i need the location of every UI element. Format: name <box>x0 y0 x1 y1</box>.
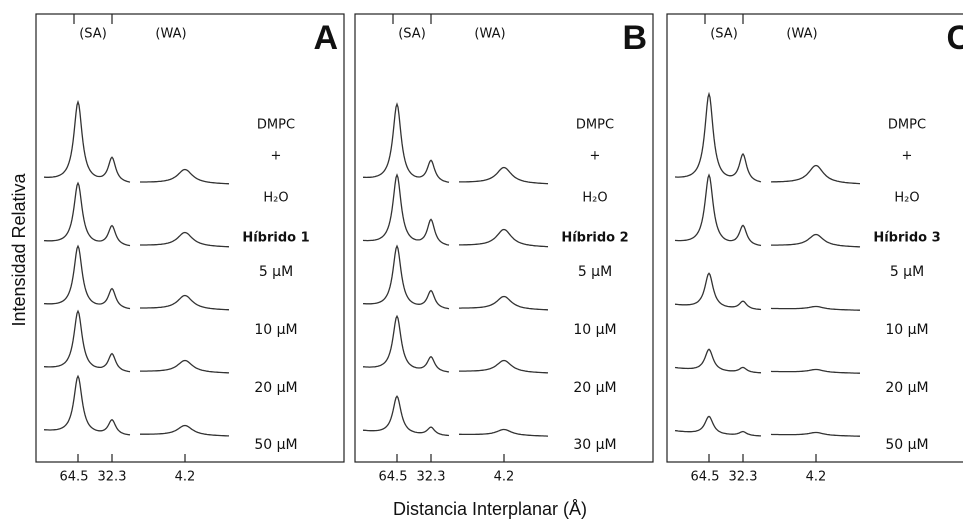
diffraction-curve <box>362 244 450 310</box>
bottom-tick-label: 32.3 <box>417 470 446 485</box>
concentration-label: 10 μM <box>573 322 616 338</box>
concentration-label: 20 μM <box>885 380 928 396</box>
y-axis-label: Intensidad Relativa <box>9 172 29 326</box>
hybrid-label: Híbrido 2 <box>561 231 628 246</box>
panel-letter: C <box>946 19 963 57</box>
concentration-label: 5 μM <box>890 264 924 280</box>
diffraction-curve <box>140 359 230 374</box>
bottom-tick-label: 64.5 <box>379 470 408 485</box>
panel-frame <box>35 13 345 463</box>
bottom-tick-label: 4.2 <box>175 470 196 485</box>
diffraction-curve <box>362 395 450 437</box>
panel-letter: A <box>313 19 338 57</box>
hybrid-label: Híbrido 3 <box>873 231 940 246</box>
bottom-tick-label: 32.3 <box>729 470 758 485</box>
concentration-label: 50 μM <box>885 437 928 453</box>
diffraction-curve <box>771 164 860 185</box>
diffraction-curve <box>459 228 549 248</box>
sample-label: H₂O <box>263 191 288 206</box>
concentration-label: 5 μM <box>578 264 612 280</box>
sample-label: DMPC <box>888 118 926 133</box>
concentration-label: 5 μM <box>259 264 293 280</box>
diffraction-curve <box>674 348 762 374</box>
panel-letter: B <box>622 19 647 57</box>
top-label: (WA) <box>474 27 505 42</box>
diffraction-curve <box>43 244 131 310</box>
diffraction-curve <box>770 305 860 311</box>
diffraction-curve <box>43 374 131 436</box>
panel-frame <box>666 13 963 463</box>
concentration-label: 20 μM <box>573 380 616 396</box>
concentration-label: 30 μM <box>573 437 616 453</box>
bottom-tick-label: 4.2 <box>494 470 515 485</box>
diffraction-curve <box>459 359 549 374</box>
diffraction-curve <box>459 295 548 311</box>
diffraction-curve <box>362 173 450 246</box>
x-axis-label: Distancia Interplanar (Å) <box>393 499 587 519</box>
diffraction-curve <box>140 168 230 185</box>
diffraction-curve <box>43 181 131 247</box>
concentration-label: 20 μM <box>254 380 297 396</box>
diffraction-curve <box>44 99 131 183</box>
diffraction-curve <box>770 431 860 437</box>
diffraction-curve <box>459 166 549 185</box>
diffraction-curve <box>44 309 131 373</box>
sample-label: DMPC <box>257 118 295 133</box>
sample-label: H₂O <box>894 191 919 206</box>
top-label: (WA) <box>155 27 186 42</box>
diffraction-curve <box>140 231 230 248</box>
concentration-label: 50 μM <box>254 437 297 453</box>
diffraction-curve <box>770 368 860 374</box>
diffraction-curve <box>363 314 450 373</box>
diffraction-curve <box>771 233 861 248</box>
top-label: (SA) <box>398 27 426 42</box>
diffraction-curve <box>459 428 548 437</box>
top-label: (SA) <box>79 27 107 42</box>
sample-label: H₂O <box>582 191 607 206</box>
diffraction-curve <box>675 91 762 183</box>
hybrid-label: Híbrido 1 <box>242 231 309 246</box>
top-label: (WA) <box>786 27 817 42</box>
concentration-label: 10 μM <box>254 322 297 338</box>
concentration-label: 10 μM <box>885 322 928 338</box>
diffraction-curve <box>363 102 450 183</box>
sample-label: + <box>590 149 601 164</box>
top-label: (SA) <box>710 27 738 42</box>
bottom-tick-label: 64.5 <box>691 470 720 485</box>
diffraction-curve <box>674 415 761 437</box>
diffraction-curve <box>674 173 762 247</box>
sample-label: + <box>271 149 282 164</box>
diffraction-curve <box>674 272 762 311</box>
bottom-tick-label: 32.3 <box>98 470 127 485</box>
bottom-tick-label: 4.2 <box>806 470 827 485</box>
diffraction-curve <box>140 294 230 311</box>
diffraction-curve <box>140 424 229 437</box>
bottom-tick-label: 64.5 <box>60 470 89 485</box>
sample-label: + <box>902 149 913 164</box>
sample-label: DMPC <box>576 118 614 133</box>
